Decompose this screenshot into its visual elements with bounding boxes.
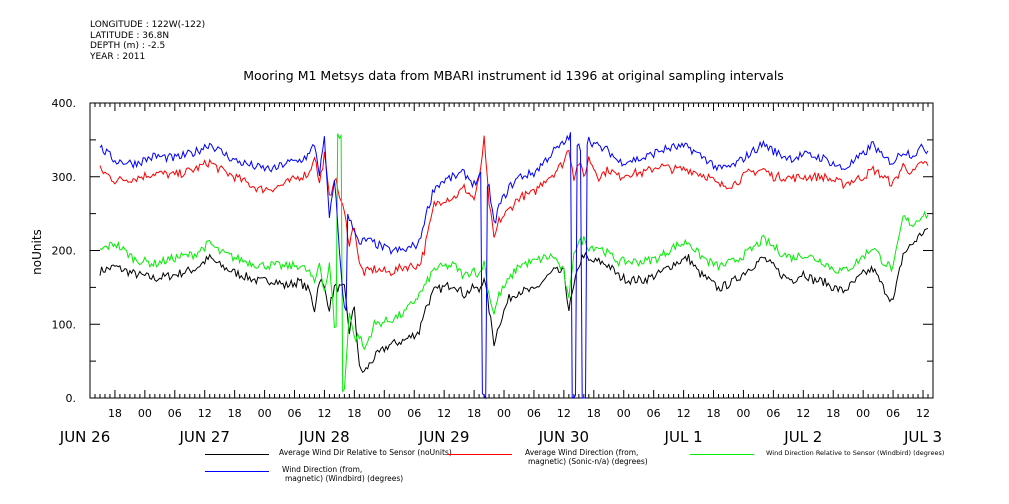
x-tick-label: 18: [707, 407, 721, 420]
x-tick-label: 06: [766, 407, 780, 420]
legend-blue-swatch: [205, 471, 269, 472]
x-tick-label: 18: [228, 407, 242, 420]
depth-text: DEPTH (m) : -2.5: [90, 41, 166, 51]
x-day-label: JUN 30: [538, 428, 589, 446]
series-layer: [99, 132, 929, 400]
axes: [89, 102, 934, 399]
x-day-label: JUN 27: [178, 428, 229, 446]
y-tick-label: 300.: [52, 171, 77, 184]
legend-green-swatch: [690, 454, 754, 455]
legend-blue-label-1: Wind Direction (from,: [282, 465, 363, 474]
x-tick-label: 12: [317, 407, 331, 420]
x-tick-label: 00: [138, 407, 152, 420]
longitude-text: LONGITUDE : 122W(-122): [90, 20, 206, 30]
x-tick-label: 18: [108, 407, 122, 420]
x-tick-label: 00: [497, 407, 511, 420]
legend-black-swatch: [205, 454, 269, 455]
legend-red-swatch: [448, 454, 512, 455]
x-tick-label: 18: [587, 407, 601, 420]
x-tick-label: 06: [288, 407, 302, 420]
x-tick-label: 00: [856, 407, 870, 420]
y-tick-label: 100.: [52, 318, 77, 331]
x-tick-label: 06: [407, 407, 421, 420]
x-tick-label: 06: [527, 407, 541, 420]
x-tick-label: 06: [647, 407, 661, 420]
x-tick-label: 00: [617, 407, 631, 420]
latitude-text: LATITUDE : 36.8N: [90, 30, 170, 41]
y-tick-label: 200.: [52, 245, 77, 258]
legend-blue-label-2: magnetic) (Windbird) (degrees): [285, 473, 404, 483]
series-line-1: [99, 135, 929, 277]
x-tick-label: 12: [437, 407, 451, 420]
metadata-block: LONGITUDE : 122W(-122) LATITUDE : 36.8N …: [90, 20, 205, 62]
x-tick-label: 18: [826, 407, 840, 420]
series-line-3: [99, 132, 929, 400]
x-tick-label: 12: [557, 407, 571, 420]
legend-red-label-2: magnetic) (Sonic-n/a) (degrees): [528, 456, 648, 466]
x-tick-label: 18: [467, 407, 481, 420]
y-tick-label: 0.: [66, 392, 77, 405]
x-tick-label: 12: [677, 407, 691, 420]
tick-labels: 0. 100. 200. 300. 400. 18 00 06 12 18 00 06 12 18 00 06…: [52, 97, 943, 446]
x-tick-label: 18: [347, 407, 361, 420]
x-tick-label: 06: [168, 407, 182, 420]
year-text: YEAR : 2011: [90, 51, 146, 62]
legend-red-label-1: Average Wind Direction (from,: [525, 448, 639, 457]
x-tick-label: 12: [916, 407, 930, 420]
series-line-0: [99, 227, 929, 374]
x-tick-label: 06: [886, 407, 900, 420]
x-day-label: JUN 29: [418, 428, 469, 446]
y-tick-label: 400.: [52, 97, 77, 110]
x-tick-label: 00: [377, 407, 391, 420]
x-day-label: JUL 3: [903, 428, 942, 446]
x-tick-label: 12: [796, 407, 810, 420]
series-line-2: [99, 133, 929, 393]
plot-frame: [89, 102, 934, 399]
x-day-label: JUL 1: [664, 428, 703, 446]
x-tick-label: 00: [736, 407, 750, 420]
x-day-label: JUN 26: [59, 428, 110, 446]
legend-black-label: Average Wind Dir Relative to Sensor (noU…: [279, 448, 452, 457]
y-axis-label: noUnits: [30, 229, 44, 275]
x-tick-label: 00: [258, 407, 272, 420]
chart-title: Mooring M1 Metsys data from MBARI instru…: [243, 68, 784, 83]
x-day-label: JUN 28: [298, 428, 349, 446]
x-tick-label: 12: [198, 407, 212, 420]
x-day-label: JUL 2: [783, 428, 822, 446]
legend-green-label: Wind Direction Relative to Sensor (Windb…: [766, 449, 945, 457]
